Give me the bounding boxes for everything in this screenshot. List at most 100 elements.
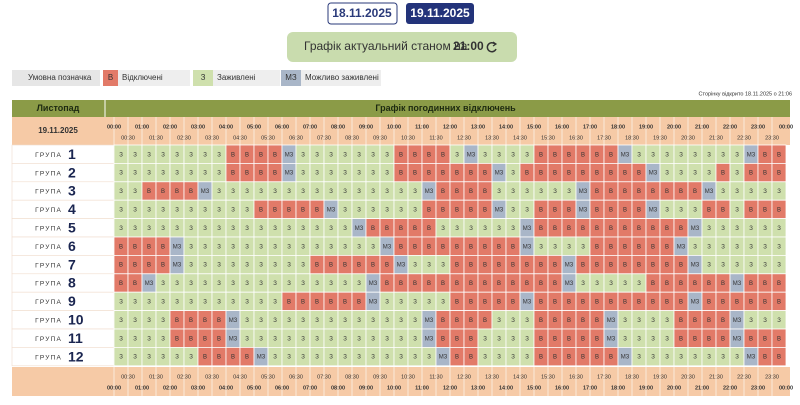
status-code: МЗ (691, 226, 700, 232)
status-code: З (287, 318, 291, 324)
status-code: В (175, 318, 179, 324)
half-hour-label: 20:30 (681, 374, 695, 380)
half-hour-label: 18:30 (625, 135, 639, 141)
status-code: З (679, 207, 683, 213)
date-tab-label[interactable]: 19.11.2025 (410, 6, 470, 20)
status-code: В (721, 171, 725, 177)
group-label-cell (11, 273, 115, 293)
group-number: 10 (68, 312, 84, 328)
status-code: З (161, 281, 165, 287)
status-code: В (595, 318, 599, 324)
status-code: З (329, 244, 333, 250)
status-code: В (119, 263, 123, 269)
status-code: В (595, 263, 599, 269)
legend-code: В (108, 73, 113, 82)
status-code: В (231, 152, 235, 158)
status-code: В (147, 244, 151, 250)
status-code: МЗ (691, 299, 700, 305)
status-code: В (315, 207, 319, 213)
status-code: В (567, 336, 571, 342)
status-code: В (483, 318, 487, 324)
half-hour-label: 02:30 (177, 374, 191, 380)
status-code: В (553, 207, 557, 213)
status-code: З (133, 207, 137, 213)
status-code: З (273, 318, 277, 324)
status-code: В (483, 244, 487, 250)
hour-label: 01:00 (135, 124, 149, 130)
status-code: З (749, 244, 753, 250)
status-code: В (483, 207, 487, 213)
status-code: В (777, 207, 781, 213)
group-number: 5 (68, 220, 76, 236)
status-code: З (371, 244, 375, 250)
status-code: З (735, 263, 739, 269)
status-code: З (315, 318, 319, 324)
status-code: В (553, 355, 557, 361)
status-code: В (623, 189, 627, 195)
status-code: В (581, 299, 585, 305)
status-code: З (399, 207, 403, 213)
status-code: В (441, 336, 445, 342)
hour-label: 19:00 (639, 124, 653, 130)
status-code: В (455, 355, 459, 361)
half-hour-label: 16:30 (569, 135, 583, 141)
legend-swatch (193, 70, 213, 86)
status-code: З (665, 336, 669, 342)
half-hour-label: 08:30 (345, 135, 359, 141)
status-code: В (427, 152, 431, 158)
status-code: З (385, 171, 389, 177)
status-code: З (707, 171, 711, 177)
status-code: З (161, 355, 165, 361)
hour-label: 05:00 (247, 385, 261, 391)
refresh-icon[interactable] (486, 41, 498, 53)
hour-label: 09:00 (359, 124, 373, 130)
status-code: В (413, 152, 417, 158)
status-code: З (371, 355, 375, 361)
status-code: МЗ (201, 189, 210, 195)
status-code: В (763, 207, 767, 213)
status-code: В (161, 244, 165, 250)
status-code: З (483, 355, 487, 361)
status-code: В (623, 263, 627, 269)
status-code: В (483, 281, 487, 287)
status-code: З (525, 318, 529, 324)
status-code: З (707, 263, 711, 269)
half-hour-label: 10:30 (401, 374, 415, 380)
status-code: З (763, 318, 767, 324)
status-code: З (357, 189, 361, 195)
status-code: МЗ (677, 244, 686, 250)
status-code: МЗ (747, 152, 756, 158)
status-code: З (231, 207, 235, 213)
status-code: З (749, 263, 753, 269)
status-code: З (301, 152, 305, 158)
status-code: З (413, 355, 417, 361)
status-code: З (245, 189, 249, 195)
status-code: В (511, 263, 515, 269)
half-hour-label: 03:30 (205, 135, 219, 141)
status-code: В (133, 281, 137, 287)
status-code: З (133, 299, 137, 305)
status-code: З (259, 318, 263, 324)
status-code: З (679, 171, 683, 177)
status-code: З (539, 244, 543, 250)
date-tab-label[interactable]: 18.11.2025 (332, 6, 392, 20)
group-number: 6 (68, 238, 76, 254)
group-number: 12 (68, 348, 84, 364)
status-code: З (343, 244, 347, 250)
status-code: В (301, 207, 305, 213)
status-code: В (581, 263, 585, 269)
status-code: В (553, 299, 557, 305)
hour-label: 00:00 (107, 124, 121, 130)
status-code: В (455, 207, 459, 213)
table-date: 19.11.2025 (38, 126, 78, 135)
status-code: В (679, 226, 683, 232)
status-code: З (175, 207, 179, 213)
date-tab[interactable] (327, 2, 398, 25)
status-code: З (413, 207, 417, 213)
status-code: В (749, 281, 753, 287)
status-code: З (161, 226, 165, 232)
date-tab-active[interactable] (406, 3, 474, 24)
status-code: В (763, 336, 767, 342)
status-code: В (777, 281, 781, 287)
refresh-button[interactable] (287, 32, 517, 62)
